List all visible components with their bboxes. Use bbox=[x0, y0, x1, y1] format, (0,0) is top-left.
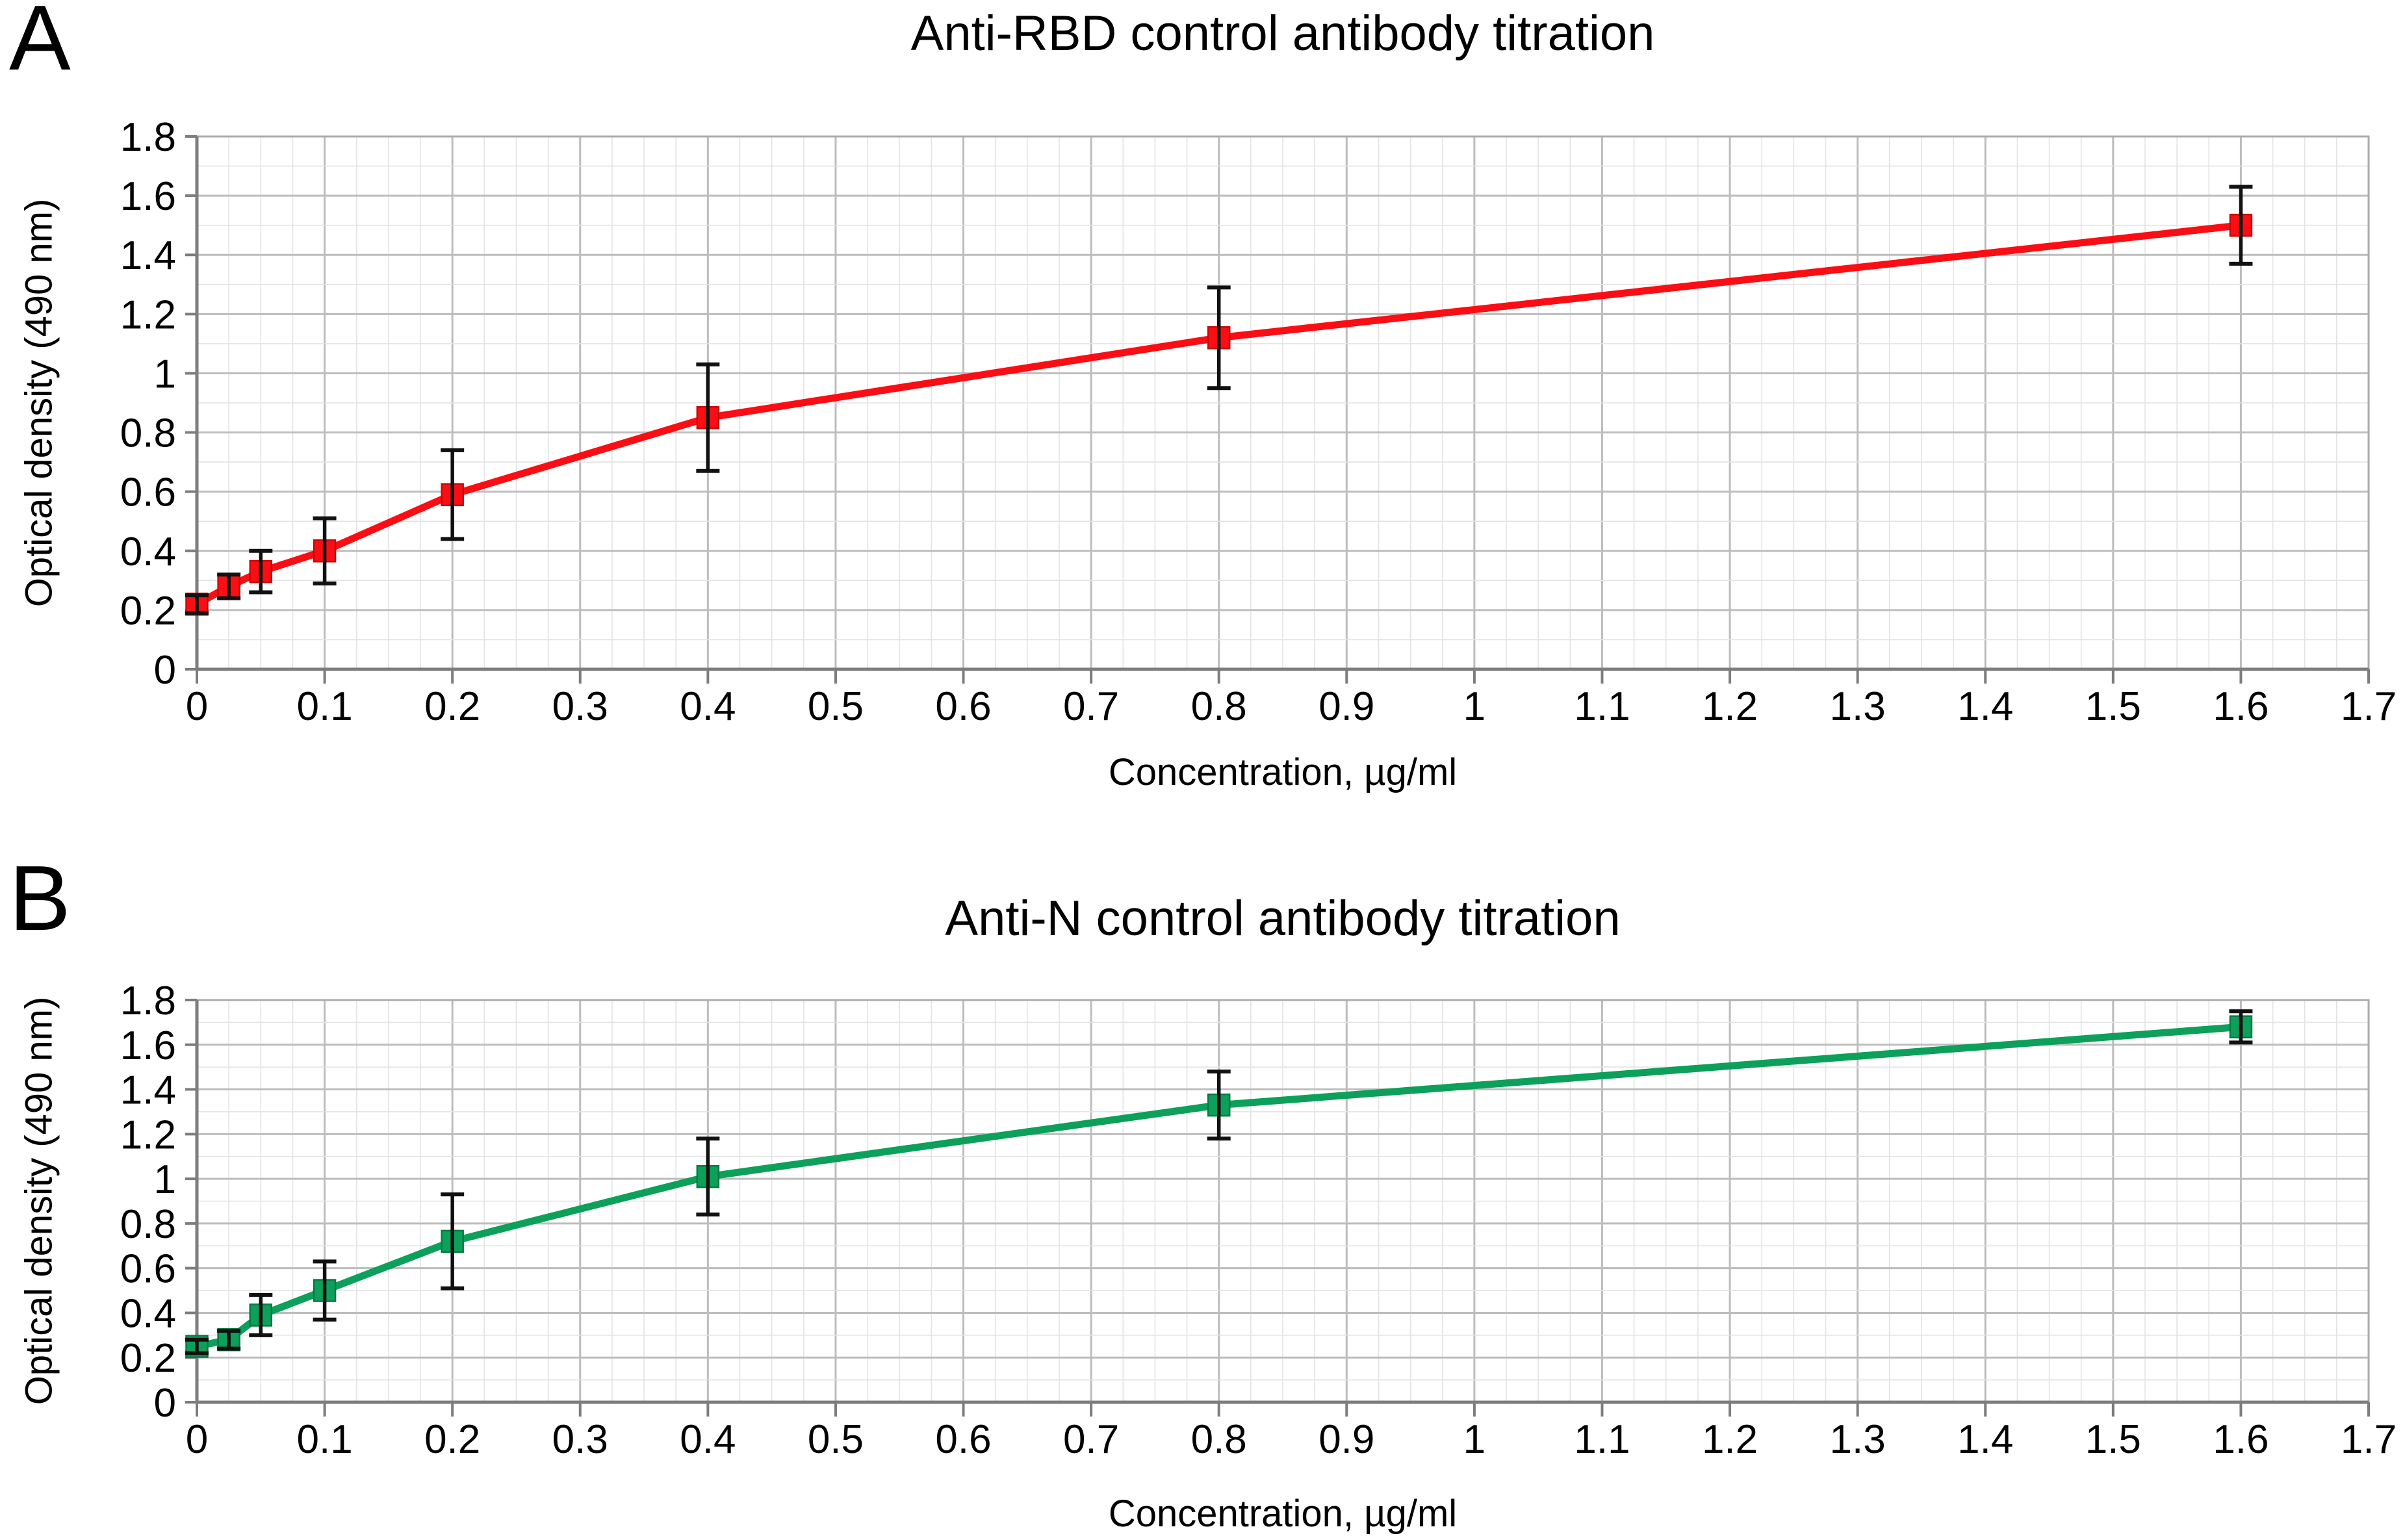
panel-label-a: A bbox=[9, 0, 71, 90]
y-tick-label: 1.4 bbox=[120, 233, 176, 278]
y-tick-label: 1.4 bbox=[120, 1068, 176, 1113]
x-tick-label: 0 bbox=[186, 684, 208, 729]
y-tick-label: 0.4 bbox=[120, 1291, 176, 1336]
x-tick-label: 1.6 bbox=[2213, 1417, 2269, 1462]
y-tick-label: 1 bbox=[154, 1157, 176, 1202]
plot-panel-a: 0 0.1 0.2 0.3 0.4 0.5 0.6 0.7 0.8 0.9 1 1.1 1.2 1.3 1.… bbox=[120, 115, 2397, 729]
chart-title-b: Anti-N control antibody titration bbox=[945, 891, 1621, 946]
x-tick-label: 0.8 bbox=[1191, 684, 1247, 729]
x-tick-label: 0.2 bbox=[424, 1417, 480, 1462]
y-tick-label: 1.8 bbox=[120, 115, 176, 160]
x-tick-label: 0.3 bbox=[552, 1417, 608, 1462]
x-tick-label: 0.9 bbox=[1318, 1417, 1374, 1462]
x-tick-label: 0.9 bbox=[1318, 684, 1374, 729]
x-tick-label: 0.2 bbox=[424, 684, 480, 729]
y-tick-label: 1.2 bbox=[120, 1112, 176, 1157]
y-tick-label: 0.6 bbox=[120, 1247, 176, 1292]
x-tick-label: 1.2 bbox=[1702, 1417, 1758, 1462]
x-tick-label: 1.5 bbox=[2085, 1417, 2141, 1462]
x-tick-label: 0.8 bbox=[1191, 1417, 1247, 1462]
y-tick-label: 1.6 bbox=[120, 1023, 176, 1068]
x-tick-label: 1.5 bbox=[2085, 684, 2141, 729]
x-tick-label: 0.6 bbox=[935, 684, 991, 729]
x-axis-title-a: Concentration, µg/ml bbox=[1108, 751, 1458, 793]
gridlines bbox=[196, 999, 2370, 1404]
x-tick-labels: 0 0.1 0.2 0.3 0.4 0.5 0.6 0.7 0.8 0.9 1 1.1 1.2 1.3 1.… bbox=[186, 1402, 2397, 1462]
x-tick-label: 1.7 bbox=[2341, 684, 2397, 729]
y-tick-label: 0.4 bbox=[120, 530, 176, 574]
panel-label-b: B bbox=[9, 847, 71, 950]
x-tick-label: 0.6 bbox=[935, 1417, 991, 1462]
x-tick-label: 0.1 bbox=[296, 684, 352, 729]
chart-title-a: Anti-RBD control antibody titration bbox=[910, 6, 1655, 61]
x-tick-label: 1.7 bbox=[2341, 1417, 2397, 1462]
x-tick-label: 1.2 bbox=[1702, 684, 1758, 729]
x-tick-label: 1.3 bbox=[1830, 684, 1886, 729]
x-tick-label: 0.5 bbox=[808, 684, 864, 729]
error-bars bbox=[185, 185, 2253, 615]
plot-panel-b: 0 0.1 0.2 0.3 0.4 0.5 0.6 0.7 0.8 0.9 1 1.1 1.2 1.3 1.… bbox=[120, 979, 2397, 1462]
gridlines bbox=[196, 135, 2370, 671]
x-tick-label: 0.1 bbox=[296, 1417, 352, 1462]
x-tick-label: 0.7 bbox=[1063, 684, 1119, 729]
x-tick-label: 1.4 bbox=[1957, 684, 2013, 729]
x-axis-title-b: Concentration, µg/ml bbox=[1108, 1493, 1458, 1535]
x-tick-label: 1.3 bbox=[1830, 1417, 1886, 1462]
y-tick-label: 1 bbox=[154, 352, 176, 396]
y-tick-labels: 0 0.2 0.4 0.6 0.8 1 1.2 1.4 1.6 1.8 bbox=[120, 115, 197, 693]
y-tick-label: 0.6 bbox=[120, 470, 176, 515]
y-tick-label: 0 bbox=[154, 1381, 176, 1426]
x-tick-label: 0 bbox=[186, 1417, 208, 1462]
x-tick-label: 1.6 bbox=[2213, 684, 2269, 729]
x-tick-label: 1 bbox=[1463, 684, 1485, 729]
y-tick-label: 0.2 bbox=[120, 589, 176, 634]
y-tick-label: 0 bbox=[154, 648, 176, 693]
error-bars bbox=[185, 1009, 2253, 1355]
x-tick-label: 1.4 bbox=[1957, 1417, 2013, 1462]
x-tick-label: 0.4 bbox=[680, 1417, 736, 1462]
x-tick-label: 1 bbox=[1463, 1417, 1485, 1462]
y-tick-label: 0.8 bbox=[120, 411, 176, 456]
x-tick-label: 0.3 bbox=[552, 684, 608, 729]
y-tick-label: 0.8 bbox=[120, 1202, 176, 1247]
x-tick-label: 1.1 bbox=[1574, 684, 1630, 729]
x-tick-label: 1.1 bbox=[1574, 1417, 1630, 1462]
x-tick-label: 0.7 bbox=[1063, 1417, 1119, 1462]
y-tick-label: 1.8 bbox=[120, 979, 176, 1023]
y-tick-label: 1.2 bbox=[120, 292, 176, 337]
x-tick-label: 0.5 bbox=[808, 1417, 864, 1462]
x-tick-labels: 0 0.1 0.2 0.3 0.4 0.5 0.6 0.7 0.8 0.9 1 1.1 1.2 1.3 1.… bbox=[186, 669, 2397, 729]
x-tick-label: 0.4 bbox=[680, 684, 736, 729]
y-tick-labels: 00.20.40.60.811.21.41.61.8 bbox=[120, 979, 197, 1426]
y-tick-label: 1.6 bbox=[120, 174, 176, 219]
y-tick-label: 0.2 bbox=[120, 1336, 176, 1381]
